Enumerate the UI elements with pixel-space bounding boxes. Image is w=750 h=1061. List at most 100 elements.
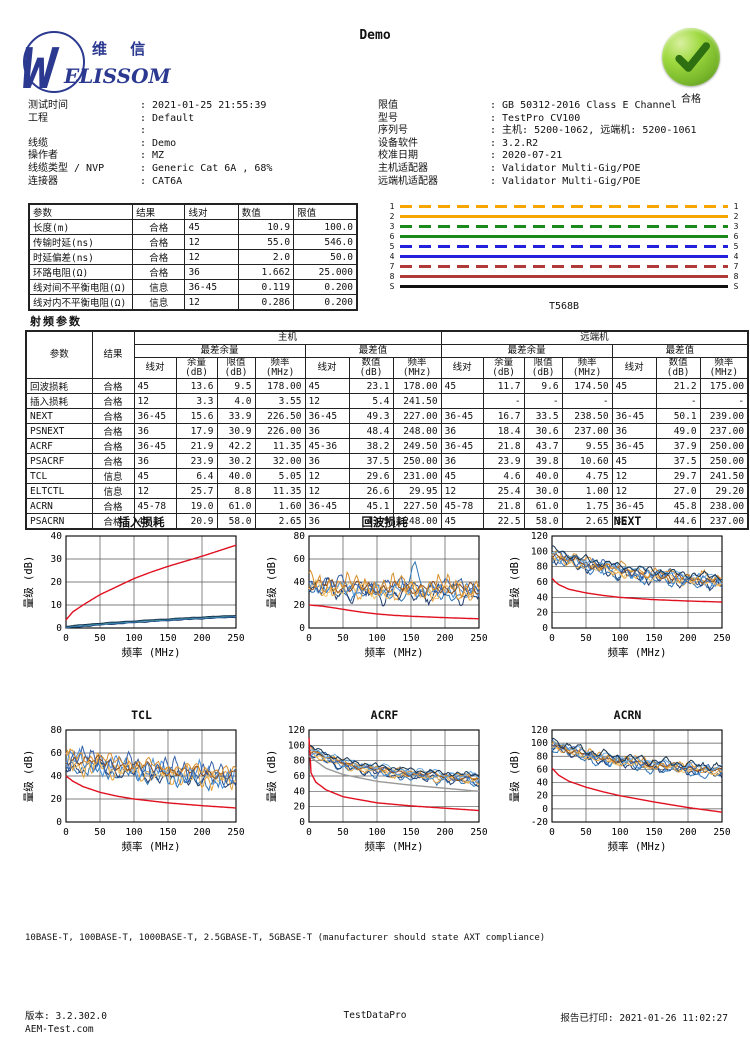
- chart-title: TCL: [131, 708, 152, 722]
- chart-tcl: TCL 0 50 100 150 200 250 0 20 40 60 80 频率 (MHz) 量级 (d…: [20, 708, 263, 859]
- rf-value-cell: 61.0: [216, 498, 256, 514]
- svg-text:30: 30: [51, 554, 63, 565]
- svg-text:40: 40: [294, 577, 306, 588]
- rf-value-cell: 21.8: [482, 498, 525, 514]
- svg-text:150: 150: [159, 633, 176, 644]
- rf-value-cell: 33.5: [523, 408, 563, 424]
- rf-value-cell: 250.00: [392, 453, 442, 469]
- rf-param-cell: 回波损耗: [25, 378, 93, 394]
- info-label: 工程: [28, 112, 48, 124]
- svg-text:40: 40: [294, 786, 306, 797]
- svg-text:量级 (dB): 量级 (dB): [266, 556, 278, 609]
- rf-value-cell: 48.4: [348, 423, 394, 439]
- table-row: NEXT 合格 36-45 15.6 33.9 226.50 36-45 49.3 227.00…: [25, 408, 749, 424]
- table-row: PSACRN 合格 45 20.9 58.0 2.65 36 43.9 248.00 45 22.5…: [25, 513, 749, 530]
- company-logo: W 维 信 ELISSOM: [14, 26, 184, 98]
- table-cell: 0.200: [293, 279, 358, 295]
- col-freq: 频率 (MHz): [699, 357, 749, 379]
- rf-value-cell: 40.0: [216, 468, 256, 484]
- rf-value-cell: 39.8: [523, 453, 563, 469]
- logo-mark-icon: W: [22, 31, 85, 98]
- rf-value-cell: 248.00: [392, 513, 442, 530]
- wiremap-title: T568B: [548, 301, 580, 312]
- rf-value-cell: 30.9: [216, 423, 256, 439]
- table-cell: 100.0: [293, 219, 358, 235]
- rf-value-cell: 23.1: [348, 378, 394, 394]
- chart-return-loss: 回波损耗 0 50 100 150 200 250 0 20 40 60 80 频率 (MHz) 量级 (…: [263, 514, 506, 665]
- table-cell: 线对内不平衡电阻(Ω): [28, 294, 134, 311]
- limit-line: [551, 767, 722, 813]
- col-param: 参数: [25, 330, 93, 379]
- svg-text:250: 250: [227, 633, 244, 644]
- rf-value-cell: 26.6: [348, 483, 394, 499]
- charts-row-1: 插入损耗 0 50 100 150 200 250 0 10 20 30 40 频率 (MHz) 量级 (…: [20, 514, 750, 665]
- svg-text:60: 60: [294, 771, 306, 782]
- measured-trace: [551, 743, 723, 776]
- chart-insertion-loss: 插入损耗 0 50 100 150 200 250 0 10 20 30 40 频率 (MHz) 量级 (…: [20, 514, 263, 665]
- measured-trace: [65, 615, 236, 627]
- svg-text:20: 20: [537, 608, 549, 619]
- rf-value-cell: 12: [133, 483, 177, 499]
- rf-value-cell: 42.2: [216, 438, 256, 454]
- svg-text:80: 80: [294, 531, 306, 542]
- pass-badge: 合格: [658, 28, 724, 105]
- rf-value-cell: 40.0: [523, 468, 563, 484]
- rf-value-cell: 27.0: [655, 483, 701, 499]
- rf-value-cell: 36: [133, 423, 177, 439]
- rf-value-cell: 11.7: [482, 378, 525, 394]
- rf-value-cell: 36-45: [304, 498, 350, 514]
- rf-value-cell: 36-45: [304, 408, 350, 424]
- rf-result-cell: 信息: [91, 468, 135, 484]
- wire-pin-right: 3: [733, 221, 739, 231]
- table-cell: 12: [184, 249, 239, 265]
- chart-canvas: 0 50 100 150 200 250 0 10 20 30 40 频率 (MHz) 量级 (dB): [23, 531, 245, 659]
- measured-trace: [66, 616, 237, 629]
- measured-trace: [551, 545, 723, 581]
- svg-text:250: 250: [470, 633, 487, 644]
- rf-value-cell: 37.5: [348, 453, 394, 469]
- svg-text:0: 0: [63, 633, 69, 644]
- info-value: : Generic Cat 6A , 68%: [140, 162, 273, 174]
- table-row: 传输时延(ns) 合格 12 55.0 546.0: [28, 234, 358, 250]
- logo-cn-text: 维 信: [92, 40, 155, 58]
- group-worst-margin: 最差余量: [440, 344, 613, 358]
- chart-acrf: ACRF 0 50 100 150 200 250 0 20 40 60 80 100 120 频率 (MH…: [263, 708, 506, 859]
- measured-trace: [551, 550, 723, 582]
- info-row: :: [28, 125, 272, 138]
- table-cell: 合格: [132, 219, 186, 235]
- rf-value-cell: 11.35: [254, 438, 306, 454]
- table-cell: 合格: [132, 264, 186, 280]
- wire-line: [400, 264, 728, 268]
- rf-value-cell: 45: [611, 453, 657, 469]
- svg-text:量级 (dB): 量级 (dB): [509, 556, 521, 609]
- rf-value-cell: 12: [304, 483, 350, 499]
- svg-text:量级 (dB): 量级 (dB): [23, 556, 35, 609]
- table-row: TCL 信息 45 6.4 40.0 5.05 12 29.6 231.00 45 4.6 40.0 4…: [25, 468, 749, 484]
- rf-value-cell: 36-45: [611, 498, 657, 514]
- rf-value-cell: 12: [133, 393, 177, 409]
- rf-value-cell: 45: [611, 378, 657, 394]
- rf-value-cell: 21.2: [655, 378, 701, 394]
- svg-text:50: 50: [337, 633, 349, 644]
- info-value: :: [140, 125, 147, 137]
- svg-text:50: 50: [580, 633, 592, 644]
- rf-result-cell: 合格: [91, 378, 135, 394]
- svg-text:250: 250: [713, 827, 730, 838]
- svg-text:100: 100: [611, 827, 628, 838]
- svg-text:0: 0: [56, 817, 62, 828]
- info-row: 校准日期: 2020-07-21: [378, 150, 697, 163]
- rf-value-cell: -: [699, 393, 749, 409]
- measured-trace: [65, 615, 237, 628]
- info-value: : Default: [140, 112, 195, 124]
- info-row: 序列号: 主机: 5200-1062, 远端机: 5200-1061: [378, 125, 697, 138]
- website-text: AEM-Test.com: [25, 1024, 94, 1035]
- table-cell: 环路电阻(Ω): [28, 264, 134, 280]
- group-worst-margin: 最差余量: [133, 344, 306, 358]
- col-param: 参数: [28, 203, 134, 220]
- wire-line: [400, 274, 728, 278]
- wire-pin-right: 2: [733, 211, 739, 221]
- rf-value-cell: 3.3: [175, 393, 218, 409]
- chart-title: ACRN: [613, 708, 642, 722]
- col-pair: 线对: [611, 357, 657, 379]
- table-row: PSNEXT 合格 36 17.9 30.9 226.00 36 48.4 248.00 36 18…: [25, 423, 749, 439]
